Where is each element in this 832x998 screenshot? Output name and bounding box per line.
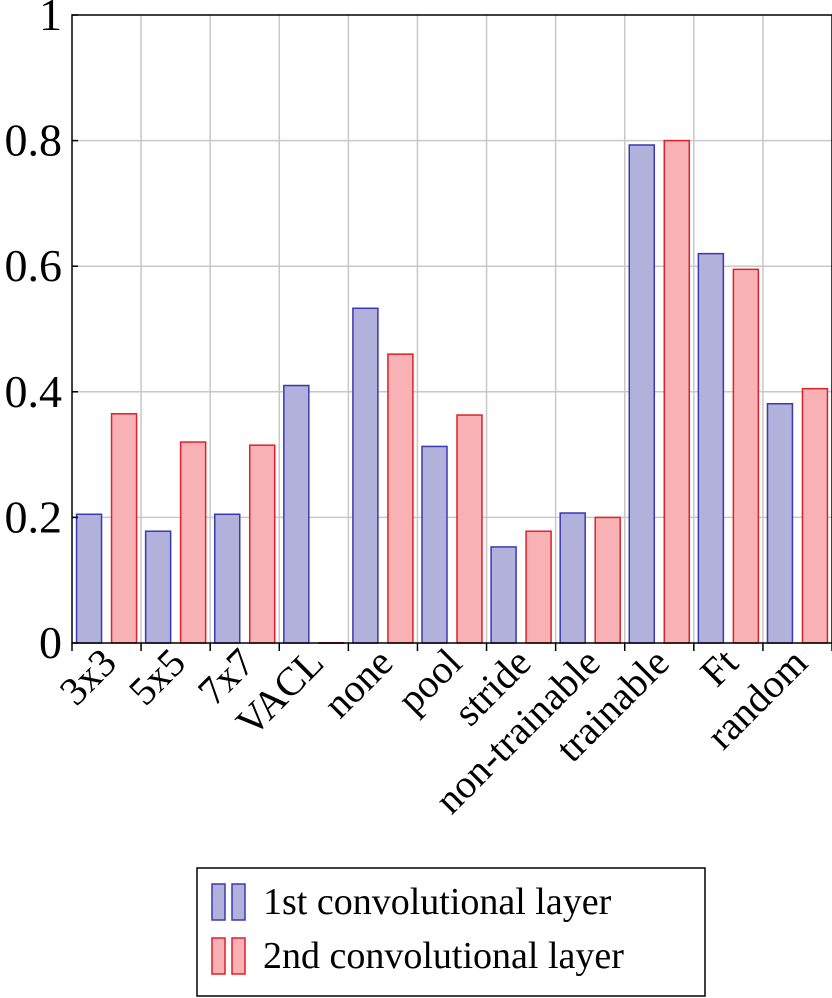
legend-swatch-2	[231, 937, 246, 975]
y-tick-label: 0.6	[5, 240, 63, 291]
bar-series-2-non-trainable	[594, 516, 621, 644]
grid-lines	[72, 15, 832, 643]
bar-series-1-7x7	[213, 513, 241, 644]
bar-series-2-3x3	[110, 413, 138, 644]
bar-series-2-Ft	[732, 268, 760, 644]
bar-series-1-VACL	[283, 384, 310, 644]
y-tick-label: 0	[39, 617, 62, 668]
bar-series-2-trainable	[663, 139, 691, 644]
bar-series-2-random	[801, 387, 829, 644]
x-tick-labels: 3x35x57x7VACLnonepoolstridenon-trainable…	[51, 640, 816, 823]
bar-series-1-pool	[421, 445, 448, 644]
bar-series-2-stride	[525, 530, 552, 644]
legend-swatch-2	[211, 937, 226, 975]
bar-series-1-non-trainable	[559, 512, 586, 644]
legend-label-1: 1st convolutional layer	[263, 881, 612, 923]
y-tick-labels: 0 0.2 0.4 0.6 0.8 1	[5, 0, 63, 668]
y-tick-label: 0.8	[5, 115, 63, 166]
bar-series-2-5x5	[179, 441, 207, 644]
x-tick-label: none	[314, 640, 401, 727]
plot-frame	[71, 14, 832, 644]
bars	[75, 139, 829, 644]
x-tick-label: 5x5	[120, 640, 194, 714]
bar-series-1-Ft	[697, 252, 725, 644]
y-tick-label: 0.2	[5, 491, 63, 542]
bar-series-1-trainable	[628, 144, 656, 644]
bar-series-1-3x3	[75, 513, 103, 644]
bar-series-1-stride	[490, 546, 517, 644]
legend-swatch-1	[231, 883, 246, 921]
bar-series-2-none	[387, 353, 414, 644]
axis-ticks	[71, 14, 832, 651]
bar-series-1-5x5	[144, 530, 172, 644]
legend-label-2: 2nd convolutional layer	[263, 935, 624, 977]
legend: 1st convolutional layer 2nd convolutional…	[196, 867, 706, 997]
bar-series-2-pool	[456, 414, 483, 644]
bar-series-1-random	[766, 402, 794, 644]
legend-swatch-1	[211, 883, 226, 921]
y-tick-label: 1	[39, 0, 62, 40]
bar-series-1-none	[352, 307, 379, 644]
bar-series-2-7x7	[248, 444, 276, 644]
y-tick-label: 0.4	[5, 366, 63, 417]
legend-box	[196, 867, 706, 997]
